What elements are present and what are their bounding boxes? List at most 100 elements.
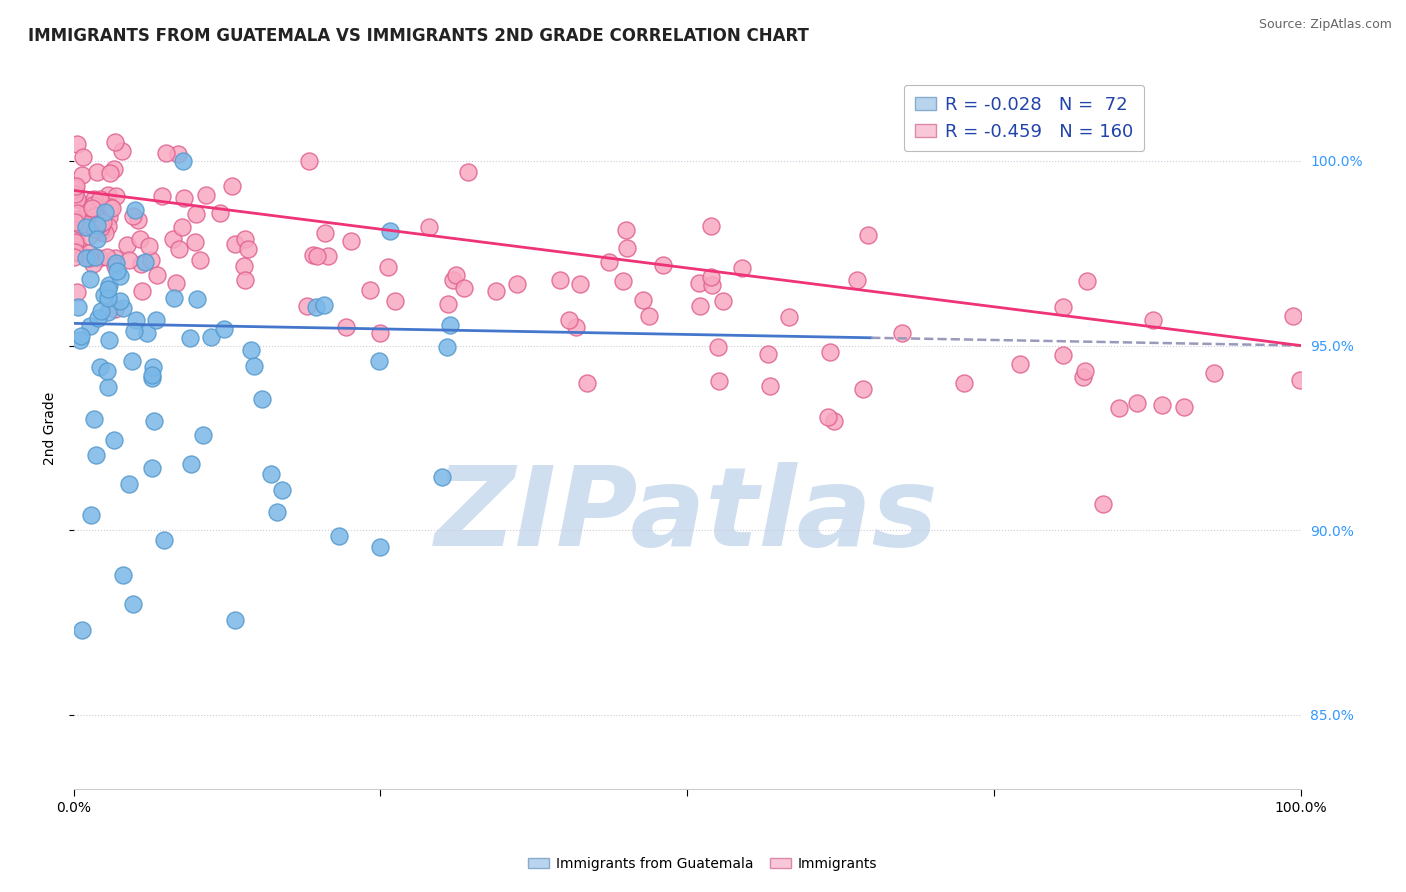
Point <box>506 277 529 291</box>
Point <box>1092 497 1115 511</box>
Point <box>172 153 194 168</box>
Point <box>266 505 288 519</box>
Point <box>63 250 86 264</box>
Point <box>97 333 120 347</box>
Point <box>1152 398 1174 412</box>
Point <box>170 219 193 234</box>
Point <box>700 269 723 284</box>
Point <box>221 178 243 193</box>
Point <box>80 201 103 215</box>
Point <box>457 165 479 179</box>
Point <box>731 261 754 276</box>
Point <box>111 301 134 316</box>
Point <box>103 433 125 447</box>
Point <box>652 259 675 273</box>
Point <box>142 360 165 375</box>
Point <box>238 242 260 256</box>
Point <box>200 330 222 344</box>
Text: IMMIGRANTS FROM GUATEMALA VS IMMIGRANTS 2ND GRADE CORRELATION CHART: IMMIGRANTS FROM GUATEMALA VS IMMIGRANTS … <box>28 27 808 45</box>
Point <box>104 251 127 265</box>
Point <box>111 568 134 582</box>
Point <box>66 236 89 251</box>
Point <box>953 376 976 391</box>
Point <box>129 257 152 271</box>
Point <box>96 305 118 319</box>
Point <box>340 234 363 248</box>
Point <box>86 311 108 326</box>
Point <box>104 301 127 316</box>
Point <box>138 238 160 252</box>
Point <box>110 269 132 284</box>
Point <box>778 310 800 324</box>
Point <box>167 147 190 161</box>
Point <box>72 219 94 234</box>
Point <box>97 380 120 394</box>
Point <box>700 278 723 293</box>
Legend: Immigrants from Guatemala, Immigrants: Immigrants from Guatemala, Immigrants <box>523 851 883 876</box>
Point <box>141 368 163 383</box>
Point <box>65 186 87 201</box>
Point <box>83 216 105 230</box>
Y-axis label: 2nd Grade: 2nd Grade <box>44 392 58 466</box>
Point <box>66 205 89 219</box>
Point <box>110 294 132 309</box>
Point <box>135 326 157 341</box>
Point <box>87 251 110 265</box>
Point <box>180 457 202 471</box>
Point <box>430 469 453 483</box>
Point <box>97 281 120 295</box>
Point <box>86 165 108 179</box>
Point <box>852 382 875 396</box>
Point <box>66 137 89 152</box>
Point <box>335 319 357 334</box>
Point <box>79 319 101 334</box>
Point <box>167 242 190 256</box>
Point <box>260 467 283 481</box>
Point <box>305 300 328 314</box>
Point <box>1076 274 1098 288</box>
Point <box>117 238 139 252</box>
Point <box>179 331 201 345</box>
Point <box>65 211 87 226</box>
Point <box>69 246 91 260</box>
Point <box>209 206 232 220</box>
Point <box>94 226 117 240</box>
Point <box>707 374 730 388</box>
Point <box>82 256 104 270</box>
Point <box>1282 309 1305 323</box>
Point <box>66 192 89 206</box>
Point <box>75 217 97 231</box>
Point <box>631 293 654 308</box>
Point <box>437 296 460 310</box>
Point <box>94 205 117 219</box>
Point <box>98 165 121 179</box>
Point <box>65 227 87 241</box>
Point <box>614 223 637 237</box>
Legend: R = -0.028   N =  72, R = -0.459   N = 160: R = -0.028 N = 72, R = -0.459 N = 160 <box>904 85 1144 152</box>
Point <box>63 183 86 197</box>
Point <box>98 210 121 224</box>
Point <box>823 414 845 428</box>
Point <box>250 392 273 406</box>
Point <box>70 624 93 638</box>
Point <box>163 291 186 305</box>
Point <box>76 201 98 215</box>
Point <box>224 237 246 252</box>
Point <box>124 203 146 218</box>
Point <box>150 189 173 203</box>
Point <box>818 345 841 359</box>
Point <box>188 252 211 267</box>
Point <box>79 272 101 286</box>
Point <box>575 376 598 390</box>
Point <box>1052 301 1074 315</box>
Point <box>121 597 143 611</box>
Point <box>235 232 257 246</box>
Point <box>77 204 100 219</box>
Point <box>378 224 401 238</box>
Point <box>384 294 406 309</box>
Point <box>73 217 96 231</box>
Point <box>1125 396 1147 410</box>
Point <box>453 281 475 295</box>
Point <box>77 197 100 211</box>
Point <box>104 136 127 150</box>
